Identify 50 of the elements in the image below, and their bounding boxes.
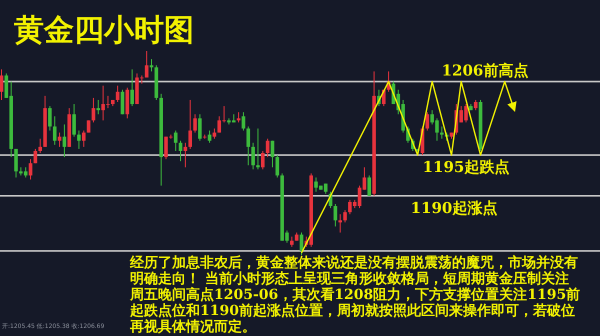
candlestick <box>116 85 120 102</box>
chart-title: 黄金四小时图 <box>14 12 194 50</box>
candlestick <box>343 210 347 223</box>
candlestick <box>130 68 134 107</box>
candlestick <box>212 128 216 140</box>
candlestick <box>474 99 478 111</box>
candlestick <box>14 148 18 178</box>
candlestick <box>242 112 246 132</box>
candlestick <box>266 138 270 158</box>
candlestick <box>52 116 57 146</box>
candlestick <box>193 114 197 134</box>
candlestick <box>367 174 372 196</box>
candlestick <box>96 99 100 115</box>
candlestick <box>72 104 76 138</box>
candlestick <box>260 150 265 170</box>
candlestick <box>174 130 178 152</box>
candlestick <box>300 232 304 256</box>
candlestick <box>334 204 338 227</box>
candlestick <box>276 154 280 178</box>
candlestick <box>426 112 430 132</box>
candlestick <box>290 236 294 248</box>
candlestick <box>150 58 154 72</box>
candlestick <box>120 89 124 115</box>
candlestick <box>188 99 192 150</box>
candlestick <box>38 138 42 154</box>
candlestick <box>251 142 255 170</box>
candlestick <box>338 214 342 234</box>
candlestick <box>440 126 444 140</box>
candlestick <box>270 140 274 168</box>
candlestick <box>184 142 188 168</box>
candlestick <box>77 130 81 150</box>
candlestick <box>0 68 4 100</box>
ref-line-label: 1195起跌点 <box>422 158 510 176</box>
candlestick <box>144 50 148 78</box>
ref-line-label: 1206前高点 <box>442 62 528 80</box>
candlestick <box>58 132 62 148</box>
candlestick <box>178 140 182 162</box>
candlestick <box>48 106 52 132</box>
annotation: 经历了加息非农后，黄金整体来说还是没有摆脱震荡的魔咒，市场并没有明确走向！ 当前小时形态上呈现三角形收敛格局，短周期黄金压制关注周五晚间高点1205-06，其次看1208阻力，下方支撑位置关注1195前起跌点位和1190前起涨点位置，周初就按照此区间来操作即可，若破位再视具体情况而定。 <box>130 255 582 335</box>
candlestick <box>256 128 260 170</box>
candlestick <box>198 114 202 142</box>
candlestick <box>28 158 32 180</box>
ref-line-label: 1190起涨点 <box>410 198 498 217</box>
candlestick <box>34 148 38 164</box>
candlestick <box>236 112 240 123</box>
candlestick <box>208 130 212 144</box>
candlestick <box>62 124 66 158</box>
candlestick <box>246 126 250 166</box>
candlestick <box>92 97 96 123</box>
candlestick <box>82 130 86 148</box>
